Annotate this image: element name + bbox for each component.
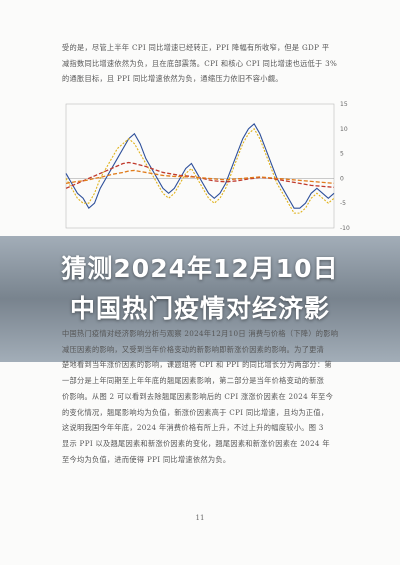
text-line: 的通胀目标，且 PPI 同比增速依然为负，通缩压力依旧不容小觑。 xyxy=(62,74,283,83)
text-line: 的变化情况，翘尾影响均为负值，新涨价因素高于 CPI 同比增速，且均为正值， xyxy=(62,407,329,417)
series-line xyxy=(65,161,335,189)
series-line xyxy=(65,127,335,214)
text-line: 受的是，尽管上半年 CPI 同比增速已经转正，PPI 降幅有所收窄，但是 GDP… xyxy=(62,43,330,52)
text-line: 一部分是上年同期至上年年底的翘尾因素影响，第二部分是当年价格变动的新涨 xyxy=(62,376,325,386)
series-line xyxy=(65,122,335,210)
text-line: 至今均为负值，进而使得 PPI 同比增速依然为负。 xyxy=(62,454,231,464)
text-line: 减压因素的影响，又受到当年价格变动的新影响即新涨价因素的影响。为了更清 xyxy=(62,344,325,354)
text-line: 减指数同比增速依然为负，且在底部震荡。CPI 和核心 CPI 同比增速也远低于 … xyxy=(62,58,338,68)
text-line: 中国热门疫情对经济影响分析与观察 2024年12月10日 消费与价格（下降）的影… xyxy=(62,329,339,338)
page-number: 11 xyxy=(195,514,205,522)
right-tick-label: -5 xyxy=(340,200,346,207)
banner-title-line-2: 中国热门疫情对经济影 xyxy=(69,294,330,323)
text-line: 价影响。从图 2 可以看到去除翘尾因素影响后的 CPI 涨涨价因素在 2024 … xyxy=(62,391,334,401)
series-line xyxy=(65,169,335,185)
text-line: 楚地看到当年涨价因素的影响，课题组将 CPI 和 PPI 的同比增长分为两部分：… xyxy=(62,360,332,370)
line-chart: 15 10 5 0 -5 -10 xyxy=(65,101,350,232)
bottom-paragraph: 中国热门疫情对经济影响分析与观察 2024年12月10日 消费与价格（下降）的影… xyxy=(62,326,348,467)
banner-title-line-1: 猜测2024年12月10日 xyxy=(61,254,339,283)
text-line: 这说明我国今年年底，2024 年消费价格有所上升，不过上升的幅度较小。图 3 xyxy=(62,423,324,433)
plot-frame xyxy=(65,103,335,229)
text-line: 显示 PPI 以及翘尾因素和新涨价因素的变化，翘尾因素和新涨价因素在 2024 … xyxy=(62,438,330,448)
top-paragraph: 受的是，尽管上半年 CPI 同比增速已经转正，PPI 降幅有所收窄，但是 GDP… xyxy=(62,40,344,87)
right-tick-label: 15 xyxy=(340,101,348,108)
right-tick-label: -10 xyxy=(340,225,350,232)
right-tick-label: 0 xyxy=(340,175,344,182)
title-banner-overlay xyxy=(0,236,400,362)
right-tick-label: 5 xyxy=(340,151,344,158)
right-tick-label: 10 xyxy=(340,126,348,133)
